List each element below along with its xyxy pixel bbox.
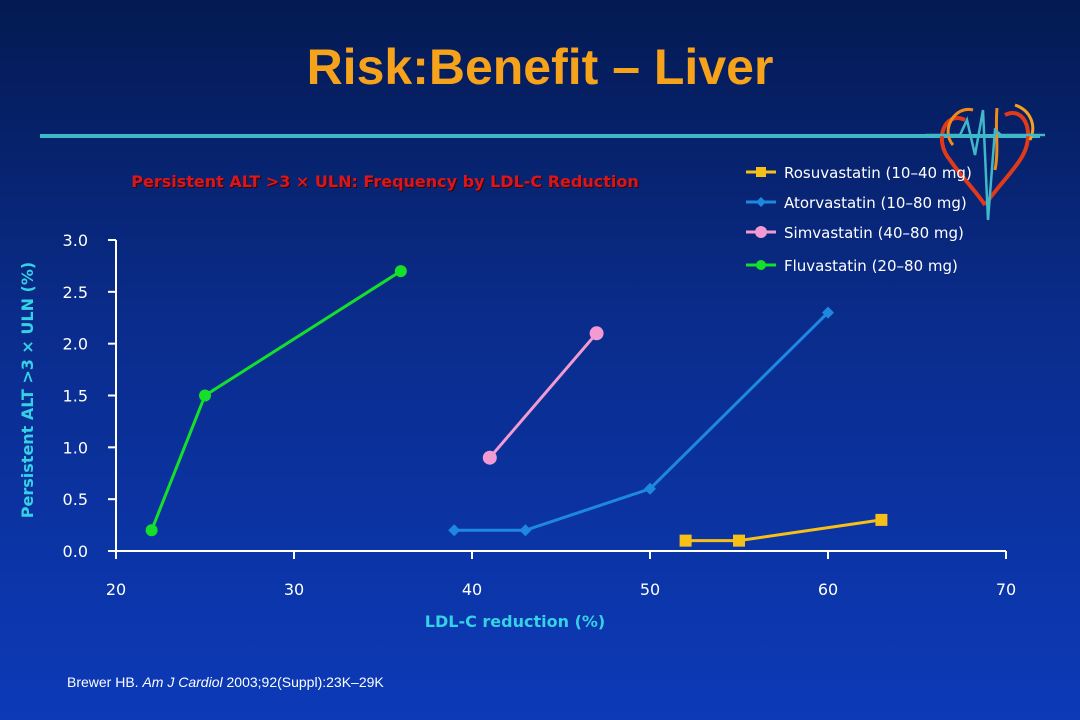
- data-point: [519, 524, 532, 537]
- citation: Brewer HB. Am J Cardiol 2003;92(Suppl):2…: [67, 674, 384, 690]
- data-point: [145, 524, 158, 537]
- legend-item: Atorvastatin (10–80 mg): [746, 194, 967, 212]
- citation-details: 2003;92(Suppl):23K–29K: [226, 674, 384, 690]
- legend-label: Fluvastatin (20–80 mg): [784, 257, 958, 275]
- y-tick-label: 0.0: [63, 542, 88, 561]
- citation-author: Brewer HB.: [67, 674, 139, 690]
- x-tick-label: 70: [996, 580, 1016, 599]
- legend-item: Fluvastatin (20–80 mg): [746, 257, 958, 275]
- chart-title: Persistent ALT >3 × ULN: Frequency by LD…: [131, 172, 639, 191]
- x-axis-label: LDL-C reduction (%): [425, 612, 605, 631]
- data-point: [755, 226, 767, 238]
- legend-item: Rosuvastatin (10–40 mg): [746, 164, 972, 182]
- data-point: [679, 534, 692, 547]
- y-axis-label: Persistent ALT >3 × ULN (%): [18, 262, 37, 518]
- data-point: [733, 534, 745, 547]
- x-tick-label: 20: [106, 580, 126, 599]
- legend-item: Simvastatin (40–80 mg): [746, 224, 964, 242]
- data-point: [482, 450, 497, 465]
- data-point: [756, 197, 766, 207]
- y-tick-label: 2.5: [63, 283, 88, 302]
- legend-label: Simvastatin (40–80 mg): [784, 224, 964, 242]
- legend-label: Atorvastatin (10–80 mg): [784, 194, 967, 212]
- x-tick-label: 50: [640, 580, 660, 599]
- series-line: [488, 332, 598, 459]
- series-fluvastatin: [145, 265, 407, 537]
- series-simvastatin: [482, 326, 604, 465]
- y-tick-label: 2.0: [63, 335, 88, 354]
- y-tick-label: 1.0: [63, 438, 88, 457]
- x-tick-label: 40: [462, 580, 482, 599]
- data-point: [448, 524, 461, 537]
- series-rosuvastatin: [679, 513, 888, 547]
- data-point: [756, 260, 766, 270]
- data-point: [644, 482, 656, 495]
- y-tick-label: 3.0: [63, 231, 88, 250]
- data-point: [756, 167, 766, 177]
- x-tick-label: 30: [284, 580, 304, 599]
- y-tick-label: 1.5: [63, 387, 88, 406]
- chart-legend: Rosuvastatin (10–40 mg) Atorvastatin (10–…: [746, 164, 972, 275]
- data-point: [589, 326, 604, 341]
- y-tick-label: 0.5: [63, 490, 88, 509]
- legend-label: Rosuvastatin (10–40 mg): [784, 164, 972, 182]
- title-divider: [40, 134, 1040, 138]
- x-tick-label: 60: [818, 580, 838, 599]
- chart-axes: 20 30 40 50 60 70 0.0 0.5 1.0 1.5 2.0 2.5 3.0: [63, 231, 1017, 599]
- series-layer: [145, 265, 888, 547]
- series-atorvastatin: [448, 306, 834, 537]
- data-point: [822, 306, 834, 319]
- series-line: [454, 311, 830, 532]
- heart-ecg-logo-icon: [925, 103, 1045, 221]
- series-line: [150, 269, 402, 531]
- slide-title: Risk:Benefit – Liver: [306, 39, 774, 95]
- data-point: [394, 265, 407, 278]
- series-line: [685, 518, 882, 543]
- citation-journal: Am J Cardiol: [142, 674, 223, 690]
- data-point: [199, 389, 211, 402]
- data-point: [875, 513, 888, 526]
